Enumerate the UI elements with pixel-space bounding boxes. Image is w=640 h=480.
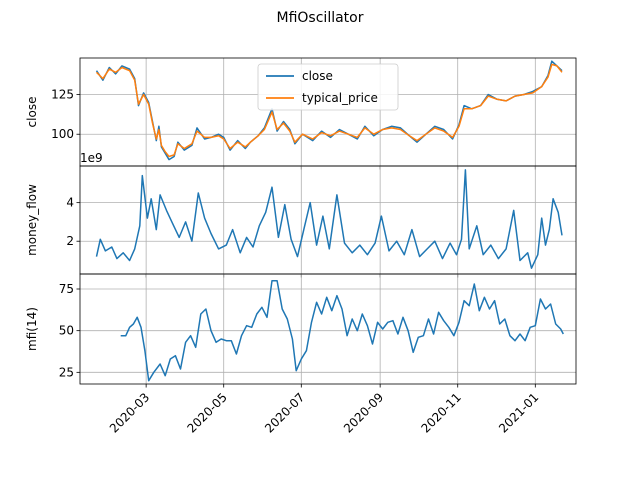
axes-frame: [79, 273, 577, 385]
x-tick-label: 2020-07: [262, 390, 307, 435]
legend: close typical_price: [257, 63, 399, 111]
panel-money_flow: 2 4 money_flow 1e9: [25, 151, 577, 278]
y-tick-label: 25: [59, 365, 74, 379]
y-tick-label: 50: [59, 324, 74, 338]
series-line-typical_price: [95, 63, 563, 158]
x-tick-label: 2021-01: [496, 390, 541, 435]
legend-label-close: close: [302, 69, 333, 83]
series-line-mfi(14): [120, 279, 564, 382]
series-line-money_flow: [95, 169, 563, 269]
panel-mfi: 25 50 75 mfi(14): [25, 273, 577, 388]
y-axis-label: close: [25, 97, 39, 128]
y-axis-label: mfi(14): [25, 307, 39, 351]
y-axis-label: money_flow: [25, 184, 39, 256]
x-tick-label: 2020-09: [341, 390, 386, 435]
y-tick-label: 100: [51, 127, 74, 141]
x-tick-label: 2020-05: [184, 390, 229, 435]
figure-title: MfiOscillator: [277, 10, 364, 26]
shared-x-axis: 2020-03 2020-05 2020-07 2020-09 2020-11 2021-…: [107, 390, 542, 435]
y-tick-label: 75: [59, 282, 74, 296]
y-offset-label: 1e9: [80, 151, 103, 165]
x-tick-label: 2020-03: [107, 390, 152, 435]
legend-label-typical_price: typical_price: [302, 91, 378, 105]
panel-price: 100 125 close close typical_price: [25, 57, 577, 170]
x-tick-label: 2020-11: [418, 390, 463, 435]
y-tick-label: 4: [66, 196, 74, 210]
y-tick-label: 125: [51, 88, 74, 102]
y-tick-label: 2: [66, 234, 74, 248]
chart-panels: 100 125 close close typical_price 2 4 money_flo…: [25, 57, 577, 388]
